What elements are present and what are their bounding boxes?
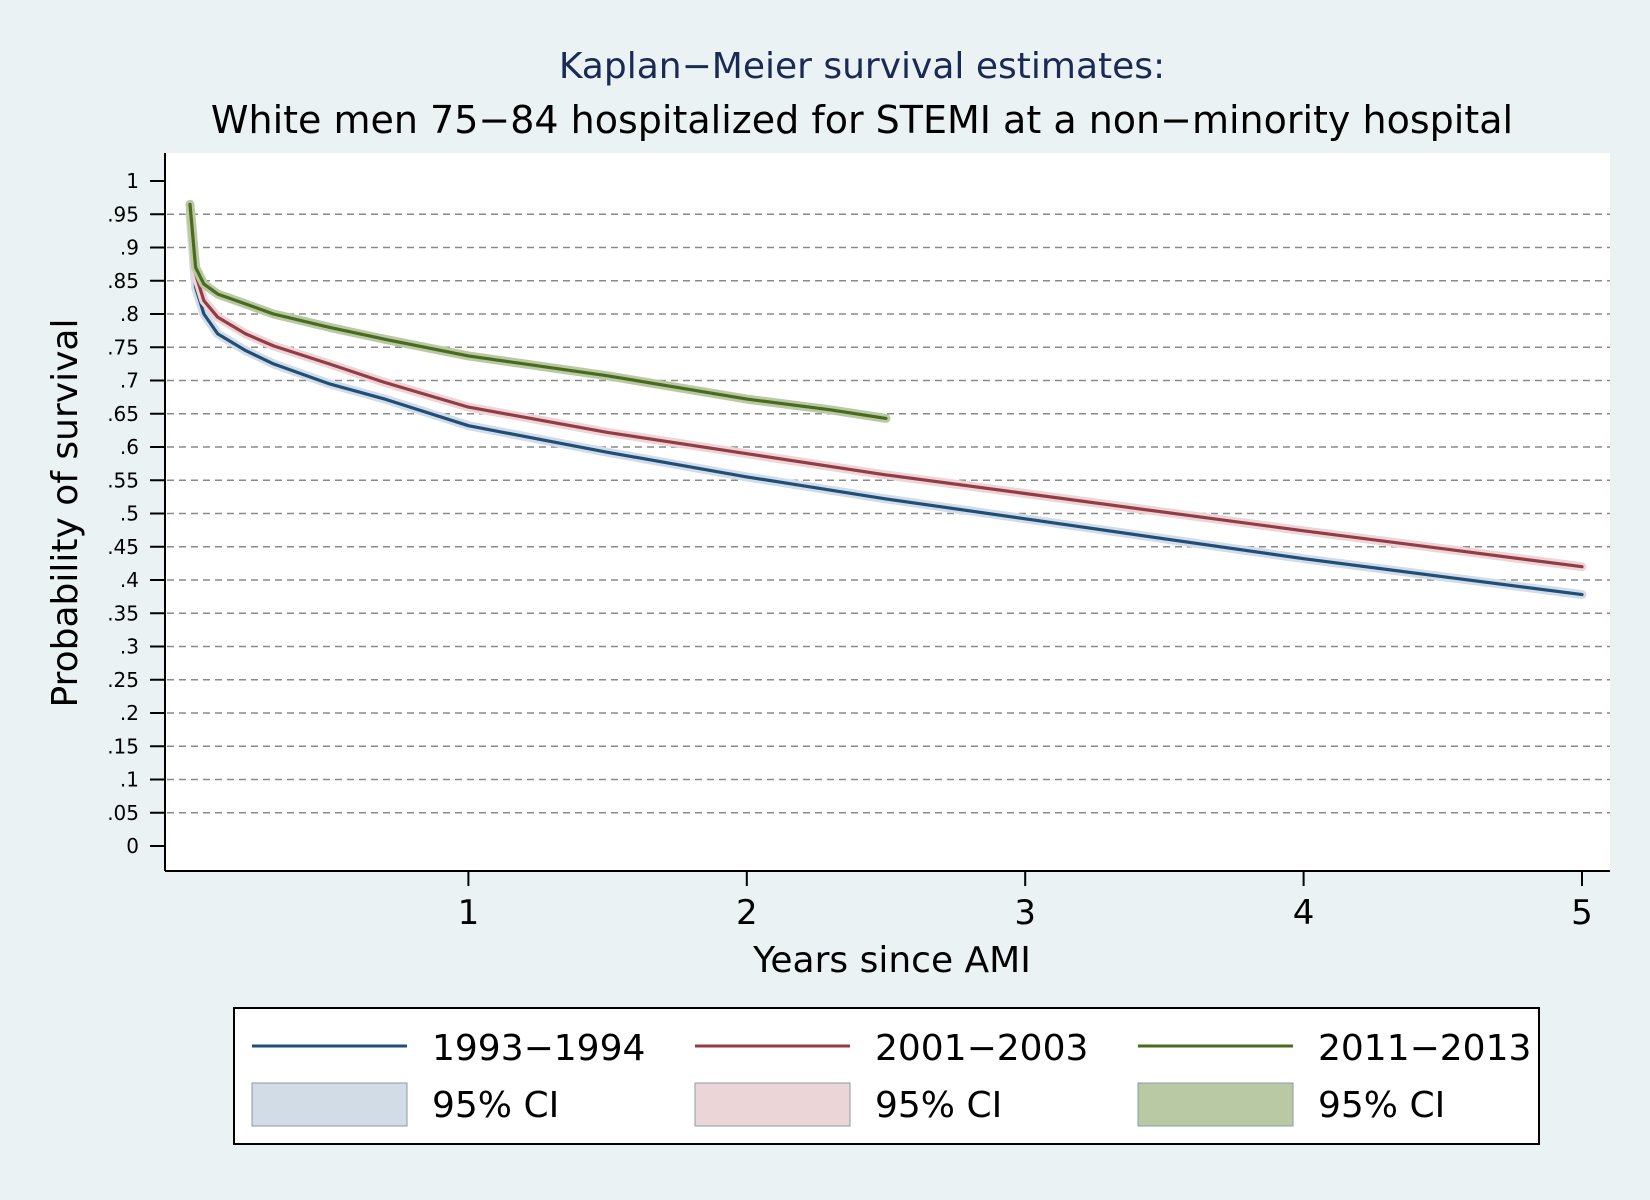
y-tick-label: 0 bbox=[126, 834, 139, 858]
y-tick-label: .85 bbox=[107, 269, 139, 293]
chart-subtitle: White men 75−84 hospitalized for STEMI a… bbox=[211, 98, 1513, 142]
legend-ci-swatch-2 bbox=[1137, 1082, 1294, 1127]
legend-label-2: 2011−2013 bbox=[1318, 1028, 1531, 1069]
y-tick-label: .35 bbox=[107, 601, 139, 625]
y-tick-label: .65 bbox=[107, 402, 139, 426]
y-tick-label: .45 bbox=[107, 535, 139, 559]
legend-ci-label-2: 95% CI bbox=[1318, 1085, 1445, 1126]
x-tick-label: 3 bbox=[1014, 893, 1036, 933]
y-tick-label: .8 bbox=[120, 302, 139, 326]
legend-ci-label-0: 95% CI bbox=[432, 1085, 559, 1126]
x-tick-label: 5 bbox=[1571, 893, 1593, 933]
x-tick-label: 1 bbox=[458, 893, 480, 933]
y-tick-label: .3 bbox=[120, 635, 139, 659]
series-line-0 bbox=[188, 212, 1584, 597]
y-tick-label: .2 bbox=[120, 701, 139, 725]
series-line-2 bbox=[188, 202, 888, 420]
series-line-1 bbox=[188, 212, 1584, 569]
legend-ci-swatch-0 bbox=[251, 1082, 408, 1127]
y-tick-label: 1 bbox=[126, 169, 139, 193]
legend-box bbox=[233, 1007, 1540, 1145]
y-tick-label: .9 bbox=[120, 236, 139, 260]
plot-area bbox=[165, 153, 1610, 871]
chart-title: Kaplan−Meier survival estimates: bbox=[559, 46, 1165, 87]
x-ticks: 1 2 3 4 5 bbox=[458, 871, 1593, 933]
y-tick-label: .7 bbox=[120, 369, 139, 393]
legend: 1993−1994 95% CI 2001−2003 95% CI 2011−2013 9… bbox=[233, 1007, 1540, 1145]
x-axis-label: Years since AMI bbox=[752, 940, 1031, 981]
grid-lines bbox=[167, 213, 1610, 814]
y-tick-label: .1 bbox=[120, 768, 139, 792]
y-tick-label: .15 bbox=[107, 734, 139, 758]
x-tick-label: 2 bbox=[736, 893, 758, 933]
series-layer bbox=[185, 199, 1587, 600]
y-tick-label: .5 bbox=[120, 502, 139, 526]
x-tick-label: 4 bbox=[1293, 893, 1315, 933]
legend-ci-swatch-1 bbox=[694, 1082, 851, 1127]
legend-label-0: 1993−1994 bbox=[432, 1028, 645, 1069]
legend-label-1: 2001−2003 bbox=[875, 1028, 1088, 1069]
legend-ci-label-1: 95% CI bbox=[875, 1085, 1002, 1126]
y-tick-label: .25 bbox=[107, 668, 139, 692]
y-tick-label: .05 bbox=[107, 801, 139, 825]
y-tick-label: .4 bbox=[120, 568, 139, 592]
y-tick-label: .95 bbox=[107, 202, 139, 226]
y-tick-label: .55 bbox=[107, 468, 139, 492]
y-axis-label: Probability of survival bbox=[45, 319, 86, 708]
y-tick-label: .6 bbox=[120, 435, 139, 459]
y-tick-label: .75 bbox=[107, 335, 139, 359]
y-ticks: 0 .05 .1 .15 .2 .25 .3 .35 .4 .45 .5 .55 .6 .65 .7 .75.… bbox=[107, 169, 165, 858]
